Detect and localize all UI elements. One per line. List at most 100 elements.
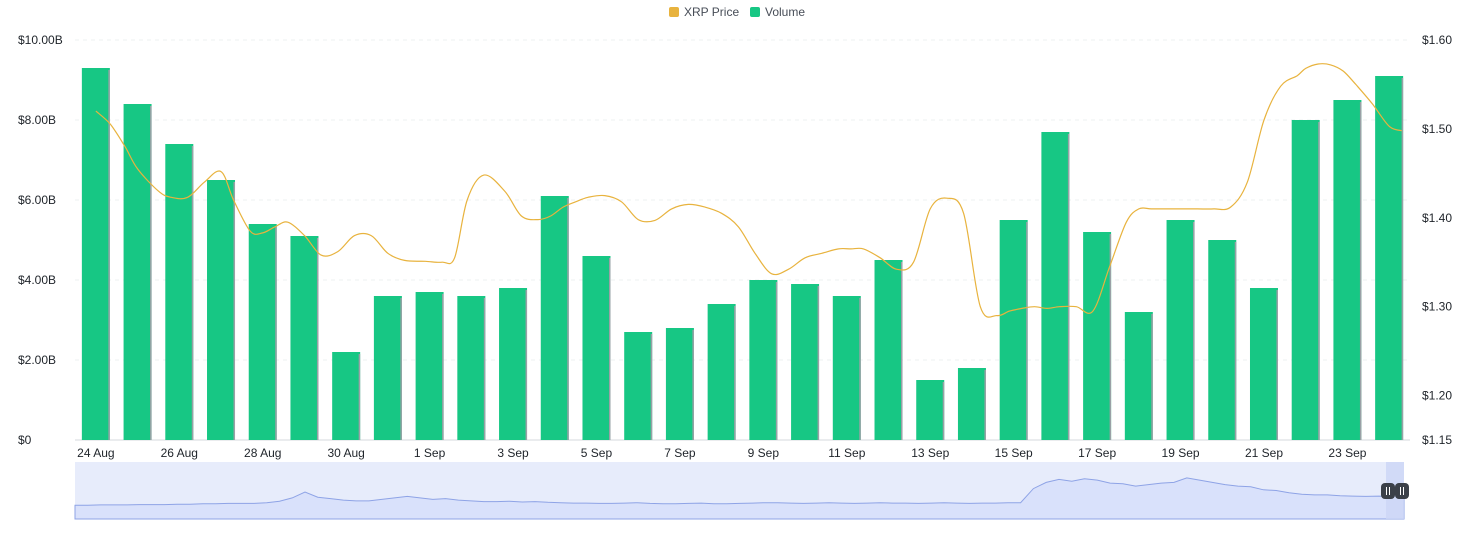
legend-label-price: XRP Price bbox=[684, 5, 739, 19]
volume-bar bbox=[1124, 312, 1153, 440]
volume-bar-edge bbox=[1276, 290, 1278, 440]
x-tick-label: 5 Sep bbox=[581, 446, 613, 460]
volume-bar bbox=[1208, 240, 1237, 440]
volume-bar bbox=[999, 220, 1028, 440]
volume-bar bbox=[1083, 232, 1112, 440]
y-right-tick-label: $1.60 bbox=[1422, 33, 1452, 47]
volume-bar bbox=[457, 296, 486, 440]
volume-bar-edge bbox=[1067, 134, 1070, 440]
volume-bar-edge bbox=[1193, 222, 1195, 440]
y-left-tick-label: $10.00B bbox=[18, 33, 63, 47]
volume-bar bbox=[81, 68, 110, 440]
volume-bar bbox=[749, 280, 778, 440]
volume-bar-edge bbox=[734, 306, 736, 440]
volume-bar-edge bbox=[358, 354, 361, 440]
y-left-tick-label: $6.00B bbox=[18, 193, 56, 207]
x-tick-label: 17 Sep bbox=[1078, 446, 1116, 460]
x-tick-label: 3 Sep bbox=[497, 446, 529, 460]
volume-bar bbox=[916, 380, 945, 440]
volume-bar bbox=[1041, 132, 1070, 440]
range-navigator[interactable] bbox=[74, 462, 1409, 520]
volume-bar-edge bbox=[1109, 234, 1112, 440]
volume-bar-edge bbox=[942, 382, 945, 440]
x-axis: 24 Aug 26 Aug 28 Aug 30 Aug 1 Sep 3 Sep 5 Sep 7… bbox=[77, 446, 1367, 460]
x-tick-label: 23 Sep bbox=[1328, 446, 1366, 460]
y-right-tick-label: $1.30 bbox=[1422, 300, 1452, 314]
volume-bar bbox=[874, 260, 903, 440]
navigator-left-handle[interactable] bbox=[1381, 483, 1395, 499]
navigator-right-handle[interactable] bbox=[1395, 483, 1409, 499]
volume-bar-edge bbox=[1401, 78, 1404, 440]
x-tick-label: 1 Sep bbox=[414, 446, 446, 460]
volume-bar bbox=[1291, 120, 1320, 440]
volume-bar-edge bbox=[525, 290, 528, 440]
volume-bar bbox=[707, 304, 736, 440]
volume-bar bbox=[123, 104, 152, 440]
volume-bar-edge bbox=[483, 298, 486, 440]
volume-bar bbox=[665, 328, 694, 440]
volume-bar-edge bbox=[859, 298, 861, 440]
legend-item-price[interactable]: XRP Price bbox=[669, 5, 739, 19]
volume-bar-edge bbox=[567, 198, 569, 440]
volume-bar-edge bbox=[817, 286, 820, 440]
volume-bar-edge bbox=[1318, 122, 1320, 440]
volume-bar bbox=[165, 144, 194, 440]
y-right-tick-label: $1.40 bbox=[1422, 211, 1452, 225]
volume-bar-edge bbox=[1151, 314, 1153, 440]
y-right-tick-label: $1.15 bbox=[1422, 433, 1452, 447]
volume-bar bbox=[1166, 220, 1195, 440]
x-tick-label: 13 Sep bbox=[911, 446, 949, 460]
y-right-tick-label: $1.50 bbox=[1422, 122, 1452, 136]
volume-bars bbox=[81, 68, 1404, 440]
price-line bbox=[95, 63, 1402, 318]
legend-item-volume[interactable]: Volume bbox=[750, 5, 805, 19]
volume-bar bbox=[540, 196, 569, 440]
navigator-series bbox=[74, 477, 1405, 520]
y-left-tick-label: $8.00B bbox=[18, 113, 56, 127]
volume-bar-edge bbox=[442, 294, 444, 440]
volume-bar-edge bbox=[275, 226, 277, 440]
y-axis-left: $10.00B $8.00B $6.00B $4.00B $2.00B $0 bbox=[18, 33, 63, 447]
volume-bar-edge bbox=[1026, 222, 1028, 440]
volume-bar-edge bbox=[1359, 102, 1362, 440]
legend-label-volume: Volume bbox=[765, 5, 805, 19]
price-line-group bbox=[95, 63, 1402, 318]
y-left-tick-label: $0 bbox=[18, 433, 32, 447]
x-tick-label: 24 Aug bbox=[77, 446, 114, 460]
x-tick-label: 28 Aug bbox=[244, 446, 281, 460]
volume-bar bbox=[582, 256, 611, 440]
volume-bar-edge bbox=[1234, 242, 1237, 440]
x-tick-label: 7 Sep bbox=[664, 446, 696, 460]
volume-bar-edge bbox=[692, 330, 694, 440]
volume-bar-edge bbox=[108, 70, 110, 440]
x-tick-label: 9 Sep bbox=[748, 446, 780, 460]
volume-bar bbox=[415, 292, 444, 440]
volume-bar-edge bbox=[150, 106, 152, 440]
volume-bar bbox=[373, 296, 402, 440]
volume-bar-edge bbox=[400, 298, 402, 440]
y-left-tick-label: $4.00B bbox=[18, 273, 56, 287]
volume-bar bbox=[957, 368, 986, 440]
volume-bar bbox=[332, 352, 361, 440]
volume-bar bbox=[1333, 100, 1362, 440]
legend-swatch-price bbox=[669, 7, 679, 17]
volume-bar bbox=[1249, 288, 1278, 440]
volume-bar bbox=[499, 288, 528, 440]
legend: XRP Price Volume bbox=[669, 5, 805, 19]
volume-bar-edge bbox=[316, 238, 319, 440]
x-tick-label: 19 Sep bbox=[1162, 446, 1200, 460]
volume-bar bbox=[791, 284, 820, 440]
volume-bar bbox=[207, 180, 236, 440]
volume-bar-edge bbox=[901, 262, 903, 440]
volume-bar bbox=[624, 332, 653, 440]
x-tick-label: 11 Sep bbox=[828, 446, 865, 460]
volume-bar-edge bbox=[191, 146, 194, 440]
volume-bar bbox=[832, 296, 861, 440]
x-tick-label: 15 Sep bbox=[995, 446, 1033, 460]
volume-bar bbox=[248, 224, 277, 440]
volume-bar bbox=[1375, 76, 1404, 440]
volume-bar-edge bbox=[984, 370, 986, 440]
volume-bar-edge bbox=[608, 258, 611, 440]
